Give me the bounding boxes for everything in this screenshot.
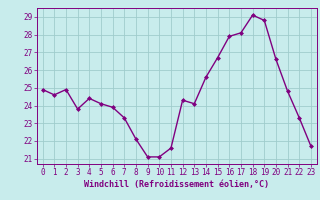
X-axis label: Windchill (Refroidissement éolien,°C): Windchill (Refroidissement éolien,°C) (84, 180, 269, 189)
